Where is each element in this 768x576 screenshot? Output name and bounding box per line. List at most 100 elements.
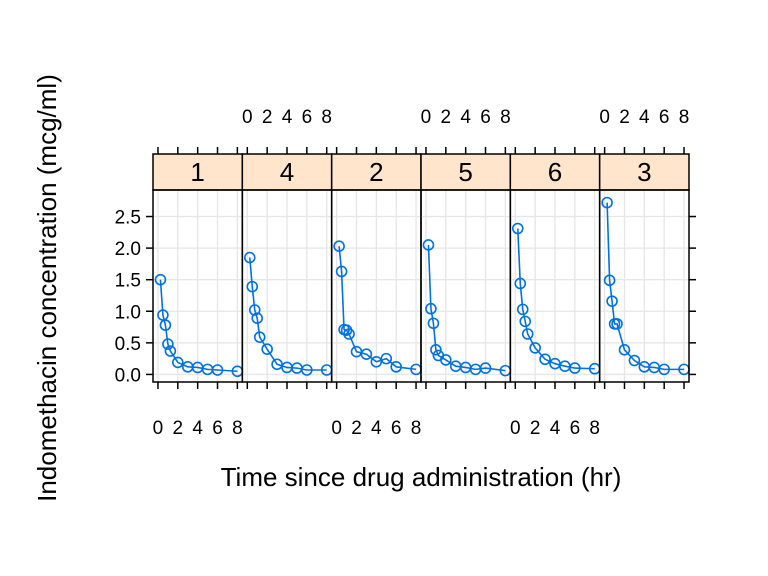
data-point	[611, 318, 623, 330]
panel-5: 5	[420, 153, 512, 383]
x-tick-label-top: 4	[460, 107, 471, 128]
x-tick-label-top: 0	[599, 107, 610, 128]
y-axis-title: Indomethacin concentration (mcg/ml)	[32, 74, 62, 502]
x-tick-label-top: 0	[421, 107, 432, 128]
data-point	[253, 331, 266, 343]
data-point	[606, 295, 618, 307]
data-point	[516, 303, 529, 316]
x-tick-label-top: 4	[282, 107, 293, 128]
data-point	[211, 364, 224, 376]
strip-label: 6	[548, 157, 562, 187]
data-point	[628, 354, 641, 367]
strip-label: 1	[190, 157, 204, 187]
data-point	[335, 265, 348, 278]
data-point	[422, 239, 435, 251]
x-tick-label-bottom: 6	[391, 418, 402, 439]
x-tick-label-bottom: 0	[331, 418, 342, 439]
x-tick-label-bottom: 0	[510, 418, 521, 439]
data-point	[430, 343, 442, 356]
data-point	[521, 328, 534, 340]
data-point	[390, 361, 402, 373]
series-line	[159, 279, 238, 373]
strip-label: 4	[280, 157, 294, 187]
data-point	[243, 251, 256, 264]
data-point	[333, 240, 345, 253]
data-point	[601, 196, 613, 209]
y-tick-label: 0.0	[115, 365, 141, 386]
x-tick-label-top: 6	[659, 107, 670, 128]
x-tick-label-bottom: 8	[232, 418, 243, 439]
data-point	[618, 343, 631, 356]
data-point	[514, 277, 527, 290]
data-point	[251, 312, 264, 325]
panel-4: 4	[241, 153, 333, 383]
panels-layer: 1 4 2 5 6 3	[152, 153, 690, 383]
data-point	[301, 364, 313, 376]
y-tick-label: 1.5	[115, 271, 141, 292]
x-tick-label-top: 8	[500, 107, 511, 128]
strip-label: 5	[458, 157, 472, 187]
data-point	[360, 348, 373, 361]
y-tick-label: 2.5	[115, 208, 141, 229]
data-point	[603, 274, 616, 287]
series-line	[606, 202, 685, 371]
x-tick-label-bottom: 2	[530, 418, 541, 439]
x-tick-label-bottom: 6	[212, 418, 223, 439]
data-point	[427, 317, 440, 330]
y-tick-label: 0.5	[115, 334, 141, 355]
x-tick-label-bottom: 8	[589, 418, 600, 439]
strip-1	[152, 153, 244, 191]
data-point	[248, 304, 261, 316]
x-tick-label-bottom: 2	[351, 418, 362, 439]
x-tick-label-top: 6	[480, 107, 491, 128]
data-point	[162, 338, 174, 350]
data-point	[511, 222, 524, 235]
strip-label: 3	[637, 157, 651, 187]
series-line	[516, 228, 595, 370]
x-tick-label-bottom: 4	[192, 418, 203, 439]
x-tick-label-bottom: 4	[371, 418, 382, 439]
strip-label: 2	[369, 157, 383, 187]
y-tick-label: 2.0	[115, 239, 141, 260]
y-tick-label: 1.0	[115, 302, 141, 323]
data-point	[271, 358, 283, 371]
data-point	[246, 280, 259, 293]
data-point	[159, 319, 172, 331]
x-tick-label-top: 2	[619, 107, 630, 128]
data-point	[380, 352, 393, 365]
data-point	[539, 353, 551, 366]
data-point	[370, 355, 383, 368]
x-tick-label-top: 0	[242, 107, 253, 128]
series-line	[338, 246, 417, 371]
x-tick-label-top: 8	[679, 107, 690, 128]
data-point	[658, 363, 670, 376]
x-axis-title: Time since drug administration (hr)	[221, 462, 622, 492]
x-tick-label-bottom: 2	[173, 418, 184, 439]
x-tick-label-top: 4	[639, 107, 650, 128]
data-point	[529, 342, 541, 354]
data-point	[425, 302, 437, 315]
x-tick-label-top: 2	[441, 107, 452, 128]
axes-layer: 0.00.51.01.52.02.50 2 4 6 80 2 4 6 80 2 4 6 80 2 4 6 80 2…	[115, 107, 696, 439]
strip-2	[330, 153, 422, 191]
data-point	[569, 362, 581, 374]
data-point	[343, 328, 355, 340]
data-point	[154, 273, 167, 286]
panel-3: 3	[598, 153, 690, 383]
x-tick-label-top: 8	[321, 107, 332, 128]
series-line	[248, 257, 327, 371]
data-point	[440, 354, 452, 366]
x-tick-label-top: 6	[302, 107, 313, 128]
panel-6: 6	[509, 153, 601, 383]
x-tick-label-bottom: 8	[411, 418, 422, 439]
x-tick-label-bottom: 6	[570, 418, 581, 439]
panel-2: 2	[330, 153, 422, 383]
panel-1: 1	[152, 153, 244, 383]
data-point	[172, 356, 184, 369]
x-tick-label-bottom: 4	[550, 418, 561, 439]
data-point	[261, 343, 273, 355]
data-point	[479, 362, 492, 374]
x-tick-label-top: 2	[262, 107, 273, 128]
data-point	[164, 345, 177, 357]
